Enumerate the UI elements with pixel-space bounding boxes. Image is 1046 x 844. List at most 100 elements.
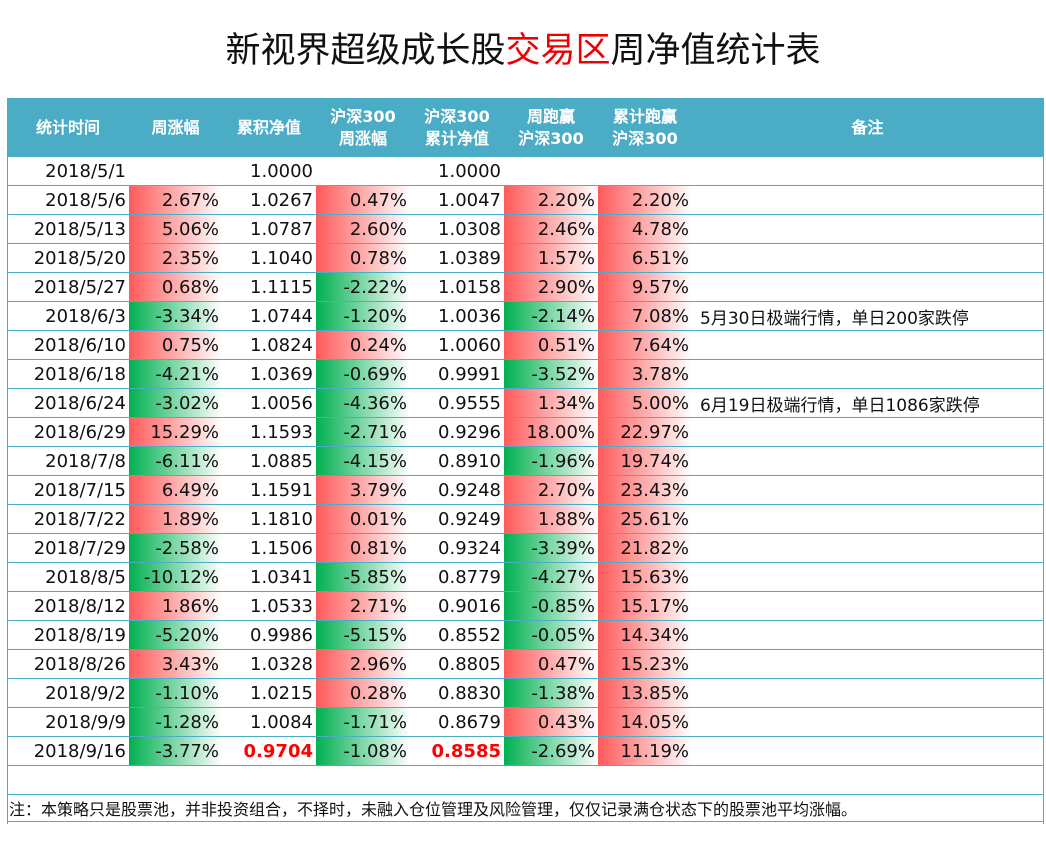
cell-cumulative-excess (598, 157, 692, 186)
cell-cumulative-excess: 6.51% (598, 243, 692, 273)
cell-date: 2018/6/3 (7, 301, 129, 331)
header-cumulative-nav: 累积净值 (222, 98, 316, 157)
cell-date: 2018/8/26 (7, 649, 129, 679)
header-csi300-weekly-change: 沪深300 周涨幅 (316, 98, 410, 157)
table-row: 2018/8/12 1.86% 1.0533 2.71% 0.9016 -0.85% 15.… (7, 591, 1043, 621)
cell-weekly-change (129, 157, 222, 186)
cell-weekly-excess: 2.70% (504, 475, 598, 505)
table-row: 2018/8/19 -5.20% 0.9986 -5.15% 0.8552 -0.05% 1… (7, 620, 1043, 650)
cell-date: 2018/9/2 (7, 678, 129, 708)
cell-weekly-excess: -3.39% (504, 533, 598, 563)
cell-note: 5月30日极端行情，单日200家跌停 (692, 301, 1043, 331)
cell-weekly-change: -10.12% (129, 562, 222, 592)
cell-csi300-weekly-change: 2.71% (316, 591, 410, 621)
cell-weekly-excess: 0.47% (504, 649, 598, 679)
cell-weekly-excess: -0.05% (504, 620, 598, 650)
cell-cumulative-nav: 1.0744 (222, 301, 316, 331)
cell-weekly-change: -5.20% (129, 620, 222, 650)
cell-cumulative-nav: 1.0056 (222, 388, 316, 418)
cell-cumulative-excess: 3.78% (598, 359, 692, 389)
cell-csi300-cumulative-nav: 1.0389 (410, 243, 504, 273)
cell-csi300-weekly-change: 0.78% (316, 243, 410, 273)
cell-note (692, 620, 1043, 650)
cell-date: 2018/6/29 (7, 417, 129, 447)
cell-weekly-excess: -4.27% (504, 562, 598, 592)
cell-date: 2018/8/12 (7, 591, 129, 621)
table-row: 2018/5/20 2.35% 1.1040 0.78% 1.0389 1.57% 6.51… (7, 243, 1043, 273)
title-part-3: 周净值统计表 (610, 31, 821, 71)
table-row: 2018/8/5 -10.12% 1.0341 -5.85% 0.8779 -4.27% 1… (7, 562, 1043, 592)
cell-note (692, 417, 1043, 447)
header-weekly-excess: 周跑赢 沪深300 (504, 98, 598, 157)
cell-cumulative-nav: 1.1593 (222, 417, 316, 447)
cell-date: 2018/9/16 (7, 736, 129, 766)
cell-csi300-cumulative-nav: 1.0000 (410, 157, 504, 186)
cell-cumulative-excess: 14.05% (598, 707, 692, 737)
table-row: 2018/6/18 -4.21% 1.0369 -0.69% 0.9991 -3.52% 3… (7, 359, 1043, 389)
cell-cumulative-nav: 1.1591 (222, 475, 316, 505)
cell-csi300-cumulative-nav: 0.8552 (410, 620, 504, 650)
header-cumulative-excess: 累计跑赢 沪深300 (598, 98, 692, 157)
table-row: 2018/6/10 0.75% 1.0824 0.24% 1.0060 0.51% 7.64… (7, 330, 1043, 360)
cell-weekly-excess: -2.69% (504, 736, 598, 766)
cell-csi300-weekly-change: 2.96% (316, 649, 410, 679)
cell-weekly-change: -4.21% (129, 359, 222, 389)
cell-csi300-cumulative-nav: 1.0308 (410, 214, 504, 244)
cell-note (692, 736, 1043, 766)
cell-weekly-change: 5.06% (129, 214, 222, 244)
cell-weekly-change: -3.02% (129, 388, 222, 418)
cell-csi300-cumulative-nav: 0.9555 (410, 388, 504, 418)
cell-date: 2018/7/8 (7, 446, 129, 476)
cell-date: 2018/6/24 (7, 388, 129, 418)
cell-csi300-cumulative-nav: 0.8830 (410, 678, 504, 708)
cell-csi300-weekly-change (316, 157, 410, 186)
page-title: 新视界超级成长股交易区周净值统计表 (0, 22, 1046, 73)
cell-csi300-weekly-change: 0.81% (316, 533, 410, 563)
cell-note (692, 678, 1043, 708)
cell-csi300-cumulative-nav: 1.0047 (410, 185, 504, 215)
cell-weekly-change: 0.75% (129, 330, 222, 360)
cell-cumulative-excess: 7.64% (598, 330, 692, 360)
cell-csi300-cumulative-nav: 0.8679 (410, 707, 504, 737)
cell-note (692, 475, 1043, 505)
cell-csi300-cumulative-nav: 0.8779 (410, 562, 504, 592)
table-row: 2018/5/1 1.0000 1.0000 (7, 157, 1043, 186)
cell-cumulative-nav: 1.0000 (222, 157, 316, 186)
cell-weekly-excess: 18.00% (504, 417, 598, 447)
table-row: 2018/6/24 -3.02% 1.0056 -4.36% 0.9555 1.34% 5.… (7, 388, 1043, 418)
cell-cumulative-excess: 2.20% (598, 185, 692, 215)
table-row: 2018/7/22 1.89% 1.1810 0.01% 0.9249 1.88% 25.6… (7, 504, 1043, 534)
cell-cumulative-excess: 25.61% (598, 504, 692, 534)
cell-weekly-change: 6.49% (129, 475, 222, 505)
cell-note: 6月19日极端行情，单日1086家跌停 (692, 388, 1043, 418)
cell-date: 2018/9/9 (7, 707, 129, 737)
cell-date: 2018/6/18 (7, 359, 129, 389)
cell-cumulative-nav: 1.0341 (222, 562, 316, 592)
blank-cell (7, 765, 1043, 795)
cell-weekly-change: 3.43% (129, 649, 222, 679)
cell-weekly-change: 15.29% (129, 417, 222, 447)
cell-note (692, 157, 1043, 186)
cell-cumulative-excess: 21.82% (598, 533, 692, 563)
cell-weekly-excess (504, 157, 598, 186)
table-row: 2018/9/9 -1.28% 1.0084 -1.71% 0.8679 0.43% 14.… (7, 707, 1043, 737)
cell-date: 2018/7/29 (7, 533, 129, 563)
cell-cumulative-excess: 7.08% (598, 301, 692, 331)
cell-weekly-excess: 1.34% (504, 388, 598, 418)
cell-note (692, 504, 1043, 534)
cell-weekly-excess: 2.20% (504, 185, 598, 215)
cell-cumulative-excess: 14.34% (598, 620, 692, 650)
cell-date: 2018/7/22 (7, 504, 129, 534)
header-date: 统计时间 (7, 98, 129, 157)
cell-note (692, 707, 1043, 737)
header-weekly-change: 周涨幅 (129, 98, 222, 157)
cell-weekly-excess: -0.85% (504, 591, 598, 621)
table-row: 2018/5/27 0.68% 1.1115 -2.22% 1.0158 2.90% 9.5… (7, 272, 1043, 302)
footnote: 注：本策略只是股票池，并非投资组合，不择时，未融入仓位管理及风险管理，仅仅记录满… (7, 794, 1043, 822)
cell-date: 2018/5/20 (7, 243, 129, 273)
cell-csi300-cumulative-nav: 0.8585 (410, 736, 504, 766)
cell-csi300-weekly-change: -5.85% (316, 562, 410, 592)
cell-note (692, 591, 1043, 621)
cell-csi300-weekly-change: -1.08% (316, 736, 410, 766)
cell-csi300-cumulative-nav: 0.9991 (410, 359, 504, 389)
